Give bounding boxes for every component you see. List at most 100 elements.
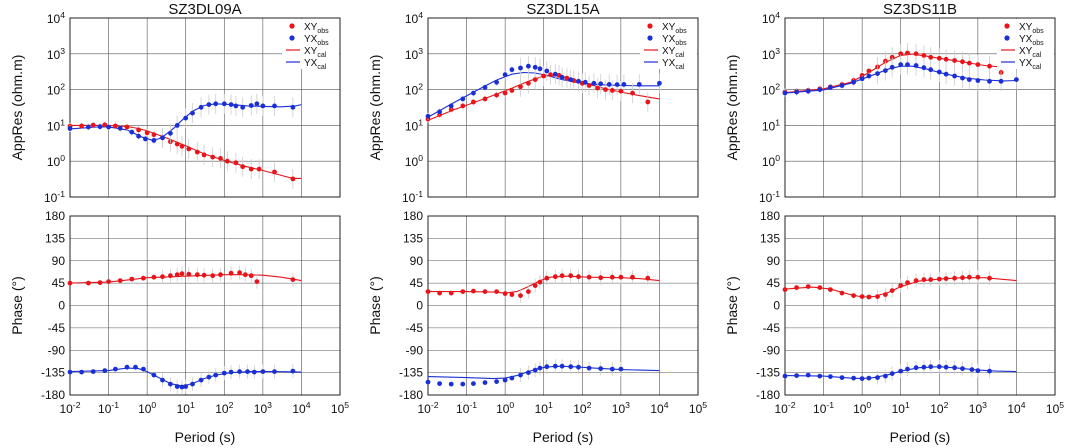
xy-obs-phase-point bbox=[218, 272, 223, 278]
xy-obs-phase-point bbox=[576, 274, 581, 280]
res-tick-label-exp: 0 bbox=[418, 153, 423, 163]
x-tick-label: 10-2 bbox=[59, 400, 80, 416]
x-tick-label-base: 10 bbox=[612, 402, 626, 416]
x-axis-label: Period (s) bbox=[533, 429, 594, 445]
x-tick-label-base: 10 bbox=[535, 402, 549, 416]
res-tick-label: 100 bbox=[405, 153, 423, 169]
legend-label: XYobs bbox=[1019, 22, 1044, 35]
xy-obs-phase-point bbox=[782, 287, 788, 292]
xy-obs-resistivity-point bbox=[124, 124, 130, 130]
yx-obs-resistivity-point bbox=[794, 89, 799, 95]
yx-obs-resistivity-point bbox=[67, 126, 73, 131]
legend-label: XYcal bbox=[1019, 46, 1042, 59]
xy-obs-resistivity-point bbox=[248, 166, 254, 172]
yx-obs-resistivity-point bbox=[582, 79, 588, 85]
xy-obs-resistivity-point bbox=[586, 83, 592, 88]
xy-obs-resistivity-point bbox=[898, 51, 904, 57]
x-tick-label-base: 10 bbox=[969, 402, 983, 416]
legend-marker bbox=[1004, 35, 1010, 41]
x-tick-label: 10-1 bbox=[813, 400, 834, 416]
yx-obs-resistivity-point bbox=[532, 64, 538, 70]
x-tick-label: 101 bbox=[177, 400, 195, 416]
xy-obs-resistivity-point bbox=[609, 88, 615, 93]
yx-obs-resistivity-point bbox=[502, 72, 508, 78]
xy-obs-resistivity-point bbox=[966, 60, 972, 66]
yx-obs-phase-point bbox=[828, 374, 833, 379]
xy-obs-resistivity-point bbox=[630, 90, 635, 96]
xy-obs-phase-point bbox=[460, 289, 466, 294]
phase-axis-label: Phase (°) bbox=[9, 276, 25, 335]
x-tick-label-base: 10 bbox=[774, 402, 788, 416]
x-tick-label-exp: -2 bbox=[788, 400, 796, 410]
xy-obs-resistivity-point bbox=[256, 166, 262, 172]
legend-label-sub: cal bbox=[317, 52, 326, 59]
legend-label: XYcal bbox=[304, 46, 327, 59]
yx-obs-phase-point bbox=[437, 381, 442, 386]
x-tick-label: 100 bbox=[496, 400, 514, 416]
res-tick-label-base: 10 bbox=[47, 119, 61, 133]
res-tick-label: 102 bbox=[405, 82, 423, 98]
yx-obs-phase-point bbox=[559, 363, 565, 369]
res-tick-label: 103 bbox=[405, 46, 423, 62]
x-axis-label: Period (s) bbox=[175, 429, 236, 445]
phase-tick-label: -90 bbox=[48, 343, 66, 357]
yx-obs-phase-point bbox=[272, 369, 277, 374]
xy-obs-phase-point bbox=[987, 275, 992, 281]
xy-obs-phase-point bbox=[839, 290, 845, 296]
legend-label-sub: obs bbox=[317, 40, 329, 47]
yx-obs-resistivity-point bbox=[240, 104, 246, 110]
yx-obs-resistivity-point bbox=[987, 78, 992, 84]
phase-tick-label: 45 bbox=[52, 276, 66, 290]
panel-title: SZ3DL15A bbox=[526, 1, 599, 18]
legend-label-sub: obs bbox=[675, 28, 687, 35]
xy-obs-phase-point bbox=[106, 279, 111, 284]
legend-marker bbox=[1004, 23, 1010, 29]
x-tick-label-exp: 3 bbox=[267, 400, 272, 410]
yx-obs-phase-point bbox=[794, 373, 799, 378]
phase-frame bbox=[69, 215, 341, 396]
xy-obs-phase-point bbox=[179, 271, 185, 277]
legend-label-sub: cal bbox=[1032, 52, 1041, 59]
xy-obs-resistivity-point bbox=[603, 87, 608, 92]
x-tick-label-base: 10 bbox=[177, 402, 191, 416]
xy-obs-phase-point bbox=[883, 292, 888, 297]
legend-label: XYobs bbox=[662, 22, 687, 35]
xy-obs-phase-point bbox=[921, 277, 927, 282]
xy-obs-resistivity-point bbox=[595, 85, 600, 91]
x-tick-label-base: 10 bbox=[215, 402, 229, 416]
yx-obs-phase-point bbox=[133, 364, 138, 370]
res-tick-label-exp: 3 bbox=[418, 46, 423, 56]
yx-obs-phase-point bbox=[425, 379, 431, 385]
phase-tick-label: 90 bbox=[52, 254, 66, 268]
xy-obs-resistivity-point bbox=[645, 99, 651, 105]
yx-obs-phase-point bbox=[568, 364, 574, 370]
x-axis-label: Period (s) bbox=[890, 429, 951, 445]
xy-obs-resistivity-point bbox=[928, 54, 934, 60]
x-tick-label-exp: 0 bbox=[866, 400, 871, 410]
res-axis-label: AppRes (ohm.m) bbox=[724, 55, 740, 161]
xy-obs-phase-point bbox=[437, 290, 442, 296]
x-tick-label: 10-1 bbox=[98, 400, 119, 416]
yx-obs-resistivity-point bbox=[228, 102, 234, 107]
res-tick-label-exp: 4 bbox=[418, 10, 423, 20]
xy-obs-phase-point bbox=[859, 294, 865, 299]
legend-label-main: YX bbox=[662, 58, 676, 69]
legend-label-sub: cal bbox=[675, 64, 684, 71]
xy-obs-phase-point bbox=[609, 274, 615, 280]
yx-obs-phase-point bbox=[839, 375, 845, 380]
xy-obs-phase-point bbox=[966, 274, 972, 280]
x-tick-label-base: 10 bbox=[573, 402, 587, 416]
xy-obs-resistivity-point bbox=[943, 56, 949, 62]
yx-obs-resistivity-point bbox=[136, 133, 142, 139]
xy-obs-resistivity-point bbox=[518, 84, 523, 90]
phase-tick-label: 135 bbox=[760, 231, 780, 245]
panel-1: SZ3DL09A -180 -135 -90 -45 0 45 90 135 180 Period … bbox=[9, 1, 341, 445]
yx-obs-phase-point bbox=[228, 369, 234, 375]
x-tick-label-base: 10 bbox=[59, 402, 73, 416]
yx-obs-phase-point bbox=[866, 375, 872, 381]
xy-obs-resistivity-point bbox=[136, 127, 142, 133]
yx-obs-resistivity-point bbox=[943, 71, 949, 77]
yx-obs-phase-point bbox=[251, 369, 257, 375]
xy-obs-phase-point bbox=[794, 285, 799, 290]
